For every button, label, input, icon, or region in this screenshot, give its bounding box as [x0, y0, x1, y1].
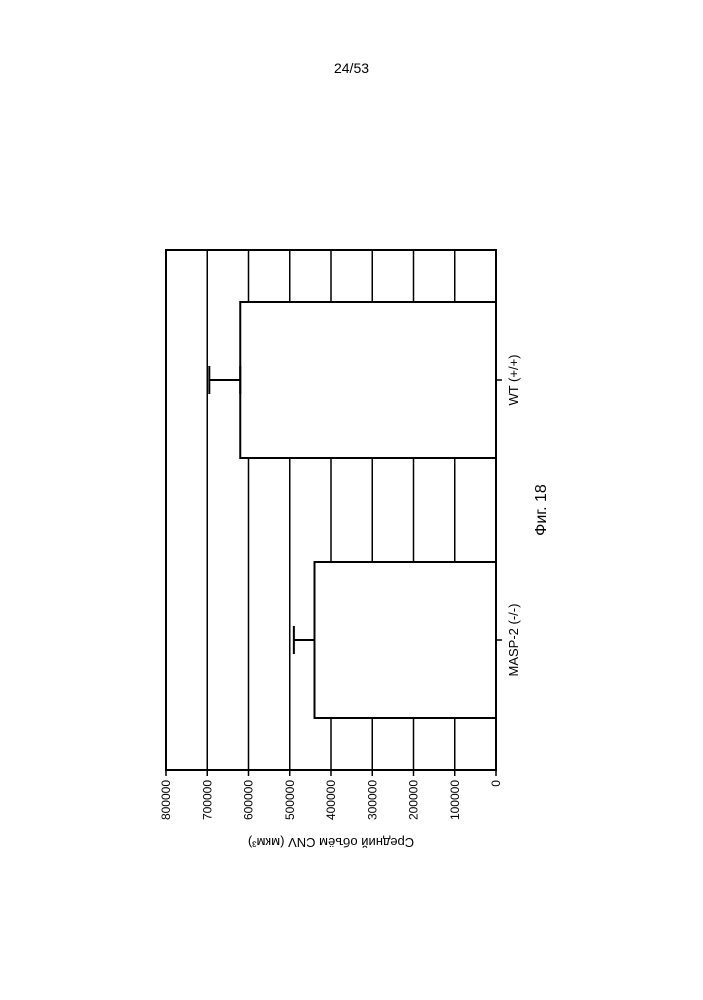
- y-tick-label: 700000: [200, 780, 214, 820]
- chart: 0 100000 200000 300000 400000 500000 600000 700…: [0, 80, 703, 980]
- y-tick-label: 400000: [324, 780, 338, 820]
- y-tick-label: 300000: [365, 780, 379, 820]
- category-label: WT (+/+): [506, 354, 521, 405]
- y-tick-label: 100000: [448, 780, 462, 820]
- y-tick-label: 0: [489, 780, 503, 787]
- y-tick-label: 600000: [242, 780, 256, 820]
- bar: [315, 562, 497, 718]
- figure-label: Фиг. 18: [533, 484, 550, 536]
- bar: [240, 302, 496, 458]
- y-tick-label: 800000: [159, 780, 173, 820]
- page-number: 24/53: [334, 60, 369, 76]
- category-label: MASP-2 (-/-): [506, 604, 521, 677]
- y-axis-label: Средний объём CNV (мкм³): [248, 835, 414, 850]
- y-tick-label: 200000: [407, 780, 421, 820]
- y-tick-label: 500000: [283, 780, 297, 820]
